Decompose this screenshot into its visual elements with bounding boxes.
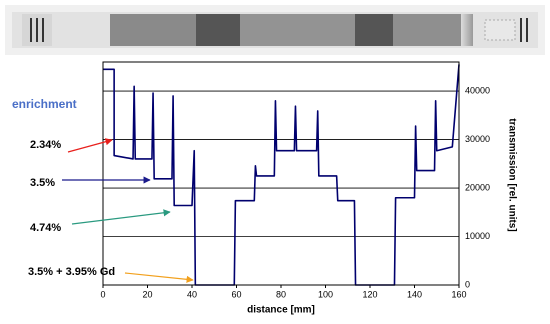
plot-area: 0 10000 20000 30000 40000 0 20 40 60 80 100 120 140 1… [100,64,490,299]
arrow [124,272,194,283]
radiograph [5,5,545,55]
annotation: 2.34% [30,139,61,151]
y-tick-label: 20000 [465,182,490,192]
x-tick-label: 0 [100,289,105,299]
x-tick-label: 40 [187,289,197,299]
annotation: 4.74% [30,222,61,234]
x-tick-label: 120 [362,289,377,299]
annotation: 3.5% + 3.95% Gd [28,266,115,278]
y-tick-label: 40000 [465,85,490,95]
x-tick-label: 100 [318,289,333,299]
x-tick-label: 140 [407,289,422,299]
x-tick-label: 20 [142,289,152,299]
y-tick-label: 30000 [465,134,490,144]
arrow [67,138,113,153]
annotation: 3.5% [30,177,55,189]
x-tick-label: 160 [451,289,466,299]
x-axis-title: distance [mm] [247,305,315,316]
annotation: enrichment [12,97,77,111]
plot-frame [102,61,460,286]
x-tick-label: 80 [276,289,286,299]
x-tick-label: 60 [231,289,241,299]
data-line [103,64,460,286]
y-axis-title: transmission [rel. units] [506,118,517,231]
arrow [71,209,171,225]
y-tick-label: 10000 [465,231,490,241]
y-tick-label: 0 [465,279,470,289]
